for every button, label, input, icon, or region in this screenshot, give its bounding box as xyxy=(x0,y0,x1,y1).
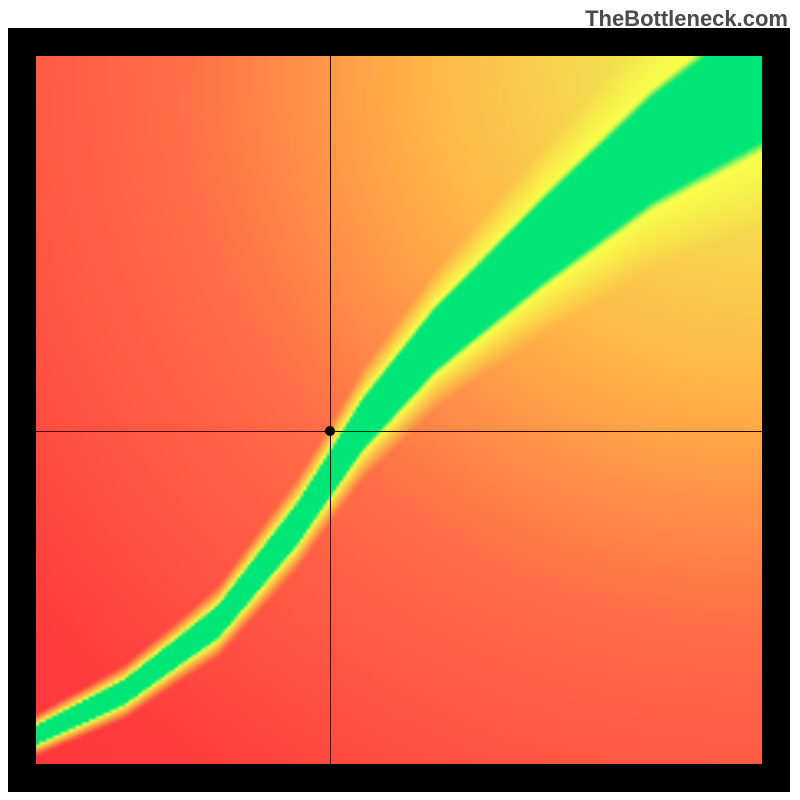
crosshair-vertical xyxy=(330,56,331,764)
heatmap-canvas xyxy=(36,56,762,764)
watermark-text: TheBottleneck.com xyxy=(585,6,788,32)
marker-dot xyxy=(325,426,335,436)
chart-frame xyxy=(8,28,790,792)
crosshair-horizontal xyxy=(36,431,762,432)
plot-area xyxy=(36,56,762,764)
